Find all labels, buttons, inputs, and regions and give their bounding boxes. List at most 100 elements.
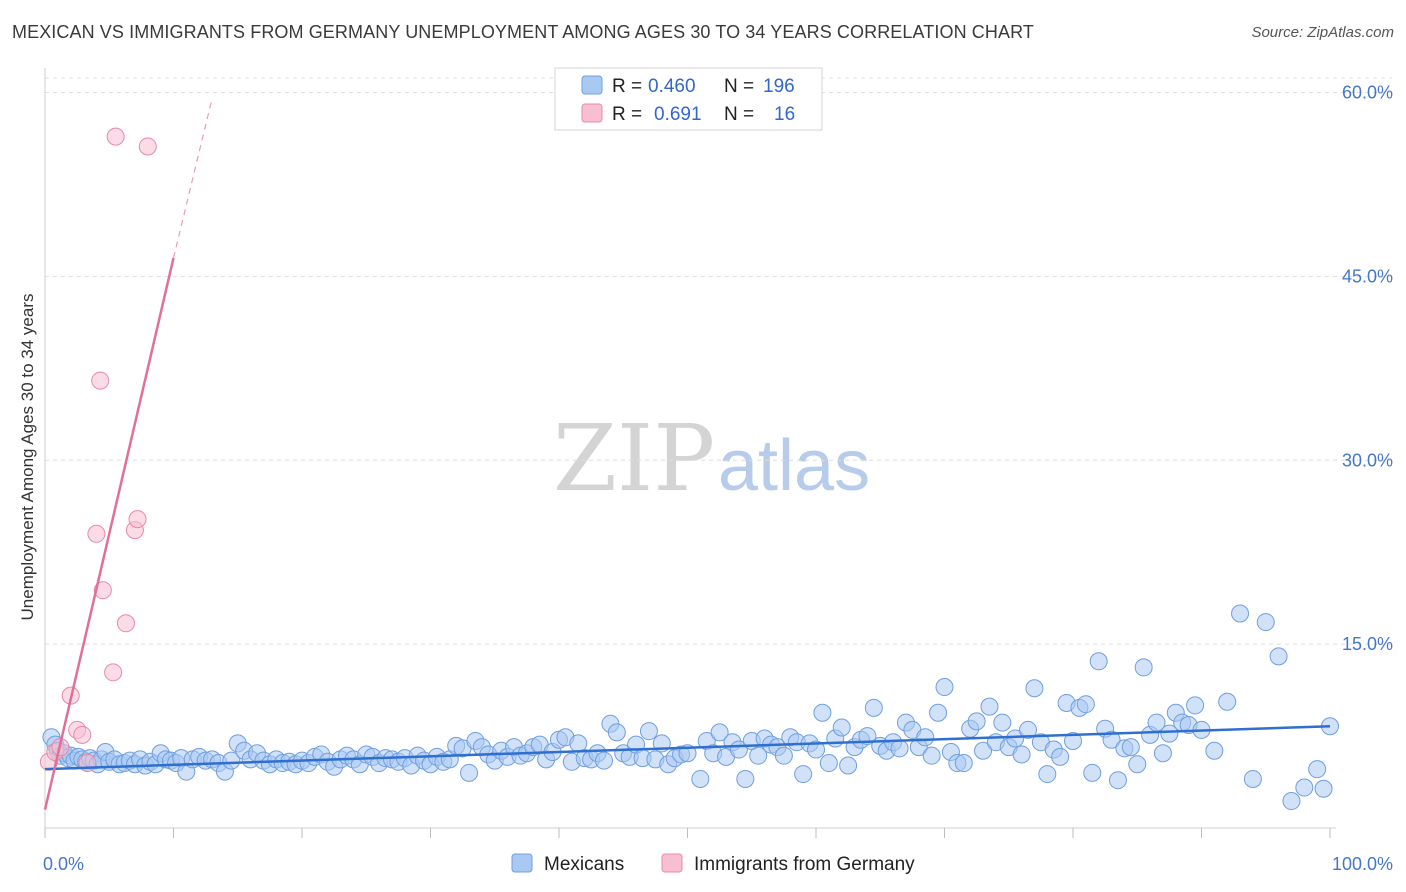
germany-point-11: [106, 127, 125, 146]
mexicans-point-38: [222, 751, 241, 770]
legend-swatch-germany: [581, 103, 603, 123]
mexicans-point-75: [460, 763, 479, 782]
y-tick-labels: 15.0% 30.0% 45.0% 60.0%: [1342, 83, 1393, 655]
mexicans-point-198: [1314, 779, 1333, 798]
germany-point-12: [116, 614, 135, 633]
mexicans-point-155: [980, 697, 999, 716]
chart-source: Source: ZipAtlas.com: [1251, 24, 1394, 41]
mexicans-point-191: [1231, 604, 1250, 623]
mexicans-point-166: [1051, 747, 1070, 766]
germany-trend-extension: [172, 98, 213, 259]
mexicans-point-146: [922, 746, 941, 765]
bottom-legend: Mexicans Immigrants from Germany: [511, 853, 915, 875]
mexicans-point-160: [1012, 745, 1031, 764]
legend-r-value-2: 0.691: [654, 104, 702, 125]
mexicans-point-192: [1243, 769, 1262, 788]
mexicans-point-172: [1089, 652, 1108, 671]
y-axis-label: Unemployment Among Ages 30 to 34 years: [18, 294, 37, 621]
legend-n-label-1: N =: [724, 76, 754, 97]
mexicans-point-194: [1269, 647, 1288, 666]
mexicans-point-193: [1256, 613, 1275, 632]
chart-title: MEXICAN VS IMMIGRANTS FROM GERMANY UNEMP…: [12, 22, 1034, 42]
mexicans-point-159: [1006, 729, 1025, 748]
mexicans-point-196: [1295, 778, 1314, 797]
trend-lines: [43, 98, 1331, 810]
mexicans-point-123: [774, 746, 793, 765]
mexicans-point-103: [639, 722, 658, 741]
germany-trend-line: [43, 257, 175, 810]
mexicans-point-183: [1160, 724, 1179, 743]
y-tick-label-45: 45.0%: [1342, 266, 1393, 286]
mexicans-point-147: [929, 703, 948, 722]
mexicans-point-195: [1282, 792, 1301, 811]
mexicans-point-170: [1076, 695, 1095, 714]
legend-swatch-mexicans: [581, 75, 603, 95]
mexicans-point-190: [1218, 692, 1237, 711]
legend-r-value-1: 0.460: [648, 76, 696, 97]
gridlines: [45, 77, 1392, 645]
y-tick-label-15: 15.0%: [1342, 634, 1393, 654]
mexicans-point-128: [807, 740, 825, 759]
mexicans-point-129: [813, 703, 832, 722]
mexicans-point-119: [749, 746, 768, 765]
mexicans-point-164: [1038, 765, 1057, 784]
mexicans-point-130: [819, 754, 838, 773]
bottom-legend-swatch-mexicans: [511, 853, 533, 873]
mexicans-point-132: [832, 718, 851, 737]
germany-point-9: [93, 581, 112, 600]
mexicans-point-113: [710, 723, 729, 742]
mexicans-point-96: [594, 751, 613, 770]
legend-n-value-2: 16: [774, 104, 795, 125]
mexicans-point-145: [916, 728, 935, 747]
watermark-atlas: atlas: [718, 426, 870, 506]
mexicans-point-126: [794, 765, 813, 784]
mexicans-point-179: [1134, 658, 1153, 677]
bottom-legend-germany: Immigrants from Germany: [694, 854, 915, 875]
legend-r-label-2: R =: [612, 104, 642, 125]
y-tick-label-30: 30.0%: [1342, 450, 1393, 470]
mexicans-point-148: [935, 678, 954, 697]
germany-point-10: [104, 663, 123, 682]
watermark-zip: ZIP: [553, 405, 715, 512]
mexicans-point-117: [736, 769, 755, 788]
mexicans-point-197: [1308, 760, 1327, 779]
mexicans-point-168: [1064, 731, 1082, 750]
x-tick-label-max: 100.0%: [1332, 854, 1393, 874]
x-tick-marks: [44, 828, 1331, 838]
germany-point-14: [128, 510, 147, 529]
mexicans-point-151: [954, 754, 973, 773]
mexicans-point-141: [890, 739, 909, 758]
germany-point-5: [73, 725, 92, 744]
germany-point-7: [87, 524, 106, 543]
mexicans-point-162: [1025, 679, 1044, 698]
mexicans-point-157: [993, 713, 1012, 732]
mexicans-point-161: [1019, 720, 1038, 739]
mexicans-point-178: [1128, 755, 1147, 774]
mexicans-point-137: [864, 698, 883, 717]
scatter-points: [39, 127, 1339, 811]
mexicans-point-153: [967, 712, 986, 731]
mexicans-point-133: [839, 756, 858, 775]
mexicans-point-110: [691, 769, 710, 788]
mexicans-trend-line: [44, 725, 1331, 771]
x-tick-label-min: 0.0%: [43, 854, 84, 874]
legend-n-value-1: 196: [763, 76, 795, 97]
mexicans-point-177: [1121, 738, 1140, 757]
germany-point-15: [138, 137, 157, 156]
mexicans-point-171: [1083, 763, 1102, 782]
mexicans-point-187: [1186, 696, 1205, 715]
y-tick-label-60: 60.0%: [1342, 83, 1393, 103]
mexicans-point-154: [974, 741, 993, 760]
mexicans-point-174: [1102, 730, 1121, 749]
legend-box: R = 0.460 N = 196 R = 0.691 N = 16: [554, 67, 823, 131]
bottom-legend-swatch-germany: [661, 853, 683, 873]
legend-n-label-2: N =: [724, 104, 754, 125]
mexicans-point-182: [1153, 744, 1172, 763]
bottom-legend-mexicans: Mexicans: [544, 854, 624, 875]
mexicans-point-98: [607, 723, 626, 742]
germany-point-8: [91, 371, 110, 390]
mexicans-point-175: [1108, 771, 1127, 790]
legend-r-label-1: R =: [612, 76, 642, 97]
mexicans-point-189: [1205, 741, 1224, 760]
